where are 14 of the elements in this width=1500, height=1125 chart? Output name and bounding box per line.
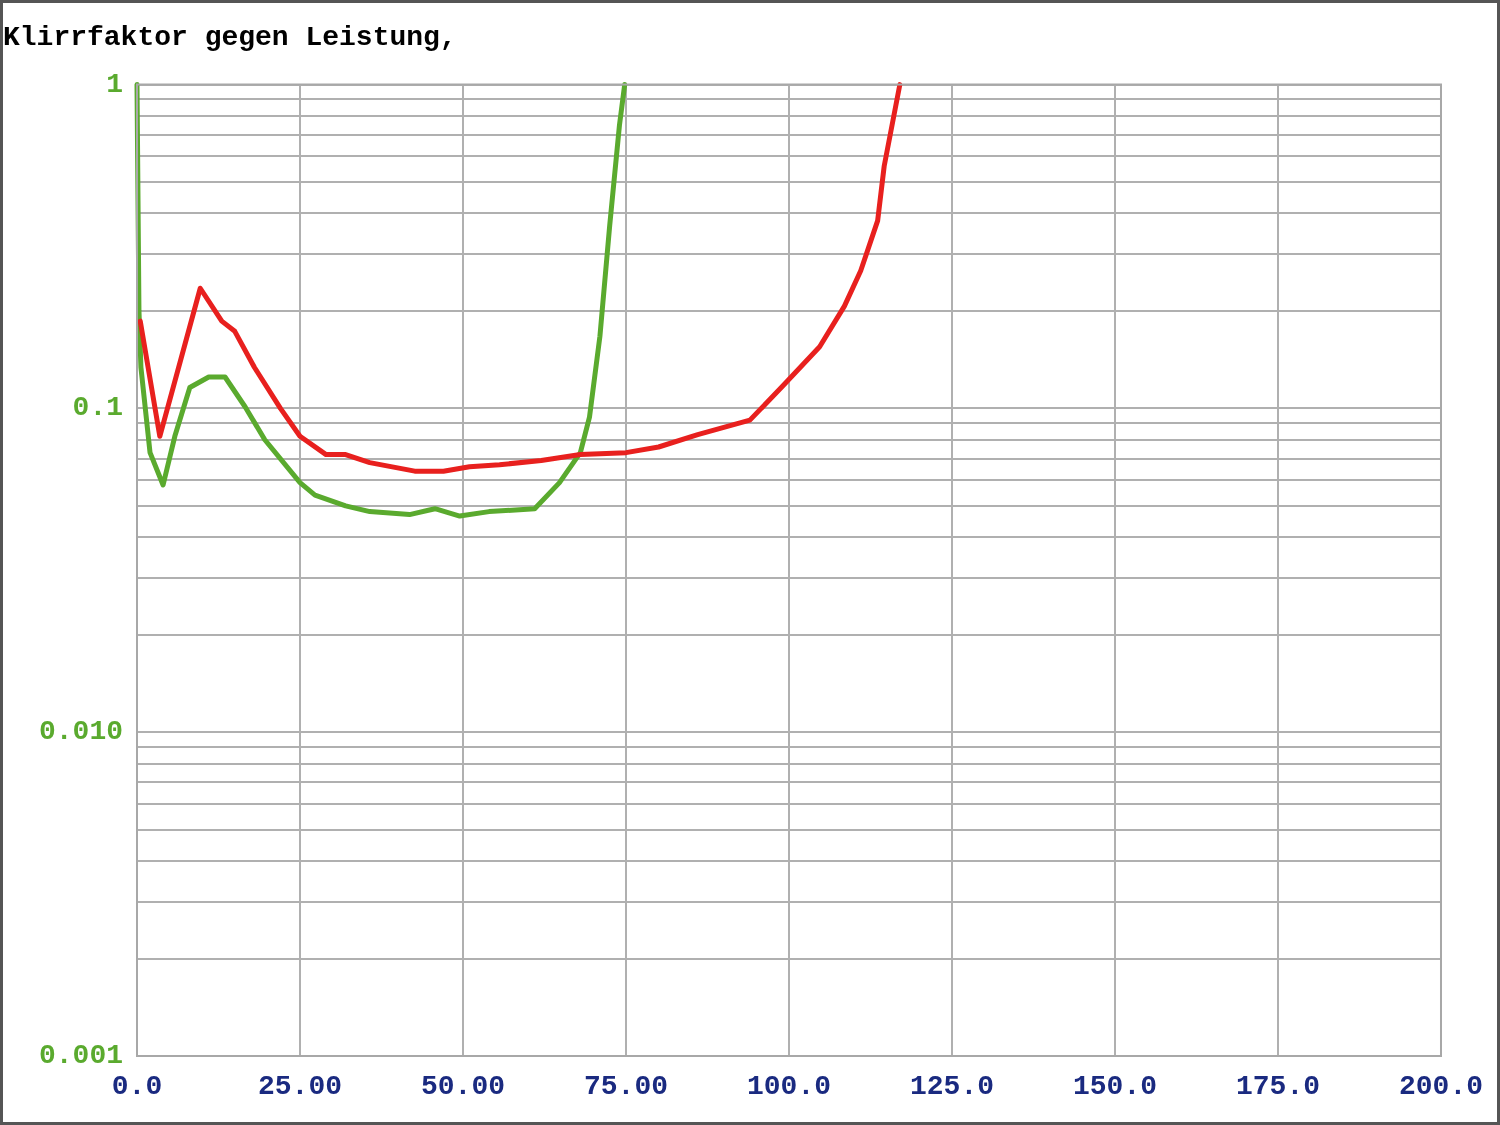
x-tick-label: 50.00 xyxy=(420,1070,506,1102)
y-tick-label: 1 xyxy=(106,68,123,100)
x-tick-label: 175.0 xyxy=(1235,1070,1320,1102)
x-tick-label: 100.0 xyxy=(746,1070,831,1102)
x-tick-label: 0.0 xyxy=(111,1070,163,1102)
y-tick-label: 0.001 xyxy=(38,1040,123,1072)
y-tick-label: 0.1 xyxy=(72,392,123,424)
chart-title: Klirrfaktor gegen Leistung, xyxy=(3,21,457,53)
x-tick-label: 75.00 xyxy=(583,1070,669,1102)
x-tick-label: 125.0 xyxy=(909,1070,994,1102)
x-tick-label: 200.0 xyxy=(1398,1070,1483,1102)
x-tick-label: 25.00 xyxy=(257,1070,343,1102)
y-tick-label: 0.010 xyxy=(38,716,123,748)
x-tick-label: 150.0 xyxy=(1072,1070,1157,1102)
